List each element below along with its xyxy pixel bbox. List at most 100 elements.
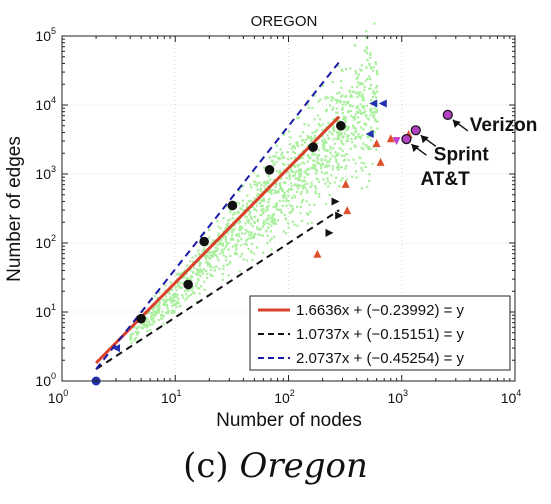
scatter-point	[369, 110, 372, 113]
scatter-point	[224, 238, 227, 241]
scatter-point	[270, 192, 273, 195]
scatter-point	[219, 252, 222, 255]
scatter-point	[376, 73, 379, 76]
scatter-point	[262, 222, 265, 225]
scatter-point	[359, 137, 362, 140]
scatter-point	[226, 219, 229, 222]
scatter-point	[291, 196, 294, 200]
scatter-point	[235, 233, 238, 236]
scatter-point	[155, 309, 159, 312]
scatter-point	[317, 100, 320, 103]
scatter-point	[280, 177, 283, 181]
scatter-point	[185, 264, 189, 267]
scatter-point	[162, 303, 165, 306]
scatter-point	[331, 154, 334, 158]
scatter-point	[321, 163, 324, 166]
scatter-point	[358, 135, 362, 138]
black-triangle	[335, 211, 344, 220]
scatter-point	[290, 147, 293, 150]
scatter-point	[217, 225, 220, 228]
scatter-point	[298, 183, 301, 187]
scatter-point	[212, 266, 215, 269]
scatter-point	[321, 135, 324, 138]
scatter-point	[172, 295, 175, 298]
scatter-point	[256, 220, 259, 223]
scatter-point	[349, 109, 353, 113]
scatter-point	[205, 276, 209, 280]
scatter-point	[369, 87, 372, 90]
scatter-point	[248, 210, 252, 213]
scatter-point	[284, 195, 287, 198]
scatter-point	[231, 238, 235, 241]
legend-label: 1.6636x + (−0.23992) = y	[296, 302, 465, 319]
scatter-point	[200, 285, 203, 288]
scatter-point	[368, 62, 371, 65]
scatter-point	[365, 66, 368, 69]
scatter-point	[308, 136, 311, 139]
scatter-point	[332, 127, 335, 130]
scatter-point	[268, 188, 271, 192]
scatter-point	[241, 232, 244, 235]
scatter-point	[263, 166, 266, 169]
scatter-point	[231, 217, 235, 220]
scatter-point	[365, 145, 369, 148]
scatter-point	[278, 187, 282, 190]
scatter-point	[324, 203, 327, 206]
scatter-point	[288, 175, 291, 178]
scatter-point	[164, 284, 167, 287]
scatter-point	[253, 208, 256, 211]
scatter-point	[242, 208, 245, 212]
scatter-point	[360, 64, 363, 67]
scatter-point	[329, 151, 332, 154]
scatter-point	[161, 310, 164, 313]
scatter-point	[216, 243, 220, 246]
scatter-point	[271, 221, 274, 224]
scatter-point	[147, 311, 150, 314]
scatter-point	[355, 170, 358, 173]
scatter-point	[157, 304, 160, 307]
scatter-point	[291, 145, 295, 148]
scatter-point	[181, 282, 184, 285]
scatter-point	[284, 232, 288, 235]
scatter-point	[267, 215, 270, 218]
scatter-point	[375, 148, 378, 151]
scatter-point	[164, 311, 168, 314]
scatter-point	[157, 305, 160, 308]
scatter-point	[358, 94, 361, 97]
scatter-point	[222, 254, 225, 257]
scatter-point	[311, 131, 314, 134]
scatter-point	[336, 153, 339, 157]
scatter-point	[162, 323, 165, 326]
scatter-point	[314, 190, 317, 193]
scatter-point	[300, 201, 304, 204]
scatter-point	[247, 221, 250, 224]
scatter-point	[213, 253, 217, 256]
scatter-point	[213, 249, 216, 253]
scatter-point	[357, 107, 360, 110]
scatter-point	[333, 142, 336, 145]
scatter-point	[198, 264, 201, 268]
scatter-point	[273, 191, 276, 194]
scatter-point	[250, 231, 253, 234]
scatter-point	[234, 252, 237, 256]
scatter-point	[309, 156, 312, 160]
scatter-point	[354, 70, 357, 73]
scatter-point	[129, 336, 132, 339]
scatter-point	[281, 162, 284, 165]
scatter-point	[347, 134, 350, 137]
scatter-point	[317, 122, 320, 126]
scatter-point	[341, 177, 344, 180]
scatter-point	[277, 190, 280, 193]
scatter-point	[268, 198, 271, 201]
scatter-point	[212, 250, 215, 253]
scatter-point	[285, 204, 288, 207]
scatter-point	[177, 285, 181, 288]
scatter-point	[218, 241, 222, 244]
scatter-point	[152, 310, 155, 313]
scatter-point	[158, 291, 161, 294]
scatter-point	[202, 272, 205, 275]
scatter-point	[147, 323, 150, 327]
scatter-point	[303, 141, 306, 144]
scatter-point	[248, 234, 251, 237]
scatter-point	[319, 125, 322, 128]
